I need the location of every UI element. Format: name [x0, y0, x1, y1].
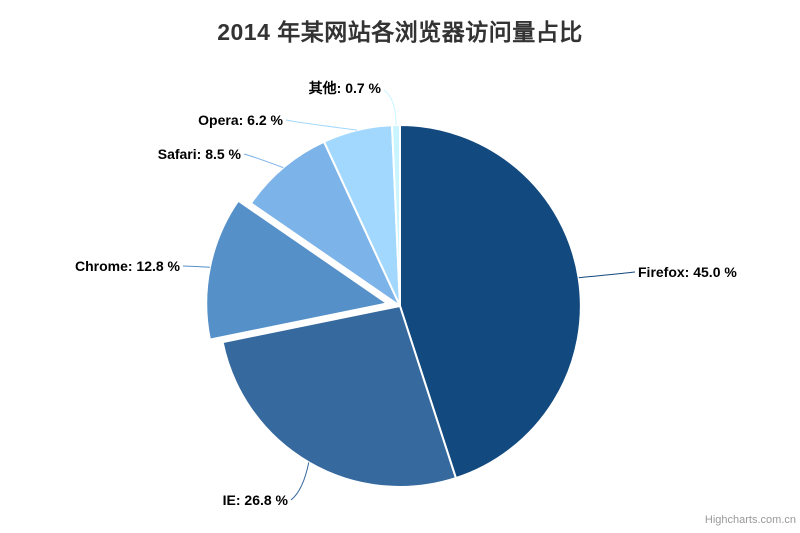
pie-label-firefox: Firefox: 45.0 % — [638, 264, 737, 280]
pie-slice-firefox[interactable] — [399, 124, 582, 480]
label-connector-ie — [290, 462, 310, 501]
credits-link[interactable]: Highcharts.com.cn — [704, 514, 796, 526]
label-connector-firefox — [578, 271, 636, 279]
label-connector-chrome — [182, 265, 210, 268]
pie-slice-other[interactable] — [391, 124, 401, 307]
label-connector-opera — [285, 119, 358, 131]
pie-label-other: 其他: 0.7 % — [308, 80, 381, 96]
pie-label-ie: IE: 26.8 % — [222, 492, 288, 508]
chart-title: 2014 年某网站各浏览器访问量占比 — [217, 19, 583, 45]
label-connector-safari — [243, 153, 284, 169]
pie-label-opera: Opera: 6.2 % — [198, 112, 283, 128]
pie-slice-ie[interactable] — [221, 305, 457, 488]
label-connector-other — [383, 89, 397, 126]
pie-slice-chrome[interactable] — [205, 199, 389, 341]
pie-label-safari: Safari: 8.5 % — [157, 146, 241, 162]
pie-label-chrome: Chrome: 12.8 % — [74, 258, 180, 274]
pie-slice-safari[interactable] — [249, 140, 401, 307]
